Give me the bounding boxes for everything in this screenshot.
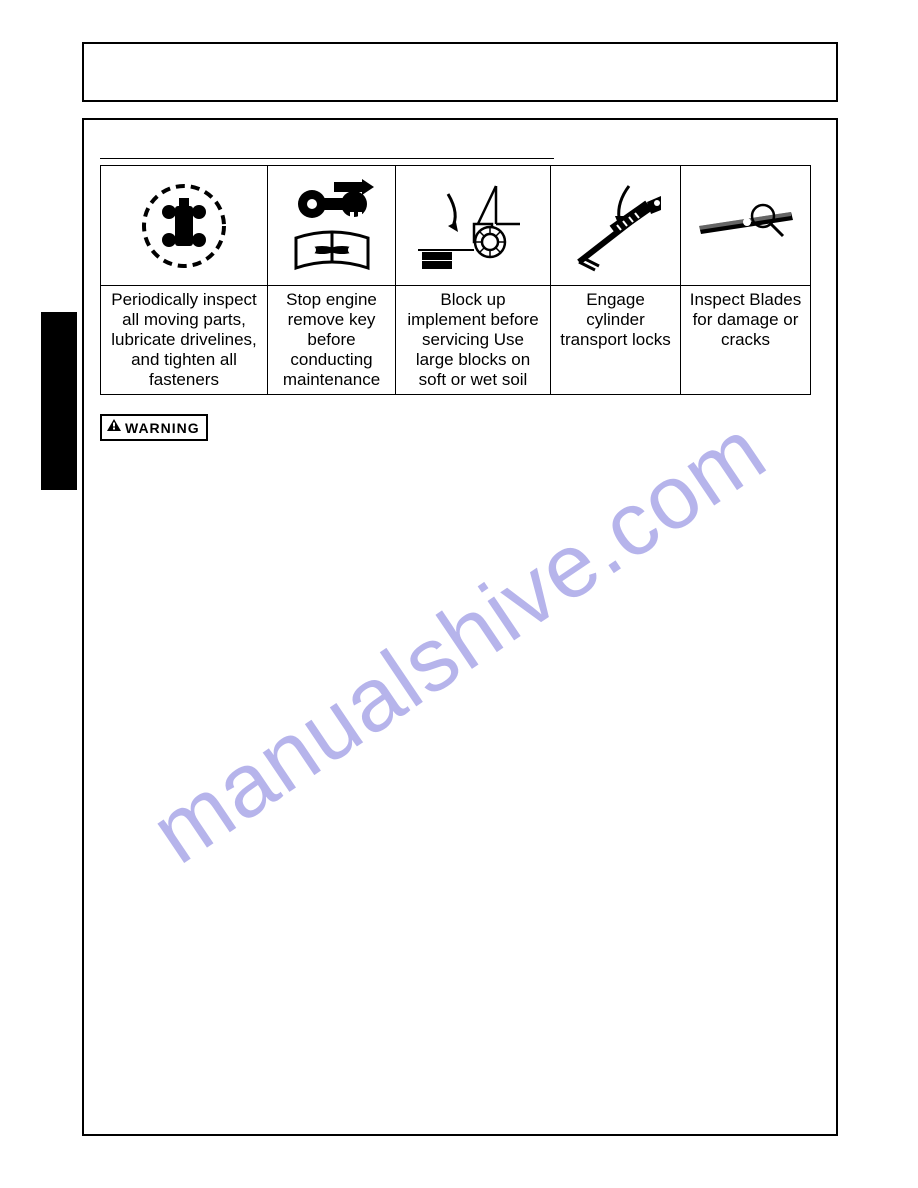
label-inspect-parts: Periodically inspect all moving parts, l… [101,286,268,395]
gear-circle-icon [129,176,239,276]
label-transport-locks: Engage cylinder transport locks [551,286,681,395]
warning-label: WARNING [125,420,200,436]
cell-icon-inspect-parts [101,166,268,286]
blade-inspect-icon [691,186,801,266]
cell-icon-block-up [396,166,551,286]
warning-triangle-icon [106,418,122,437]
cell-icon-transport-locks [551,166,681,286]
manual-page: Periodically inspect all moving parts, l… [0,0,918,1188]
tractor-block-icon [408,176,538,276]
label-inspect-blades: Inspect Blades for damage or cracks [681,286,811,395]
key-manual-icon [282,176,382,276]
warning-badge: WARNING [100,414,208,441]
safety-icons-table: Periodically inspect all moving parts, l… [100,165,811,395]
cell-icon-inspect-blades [681,166,811,286]
label-block-up: Block up implement before servicing Use … [396,286,551,395]
header-frame [82,42,838,102]
cylinder-lock-icon [561,176,671,276]
label-stop-engine: Stop engine remove key before conducting… [268,286,396,395]
cell-icon-stop-engine [268,166,396,286]
section-tab [41,312,77,490]
section-underline [100,158,554,159]
